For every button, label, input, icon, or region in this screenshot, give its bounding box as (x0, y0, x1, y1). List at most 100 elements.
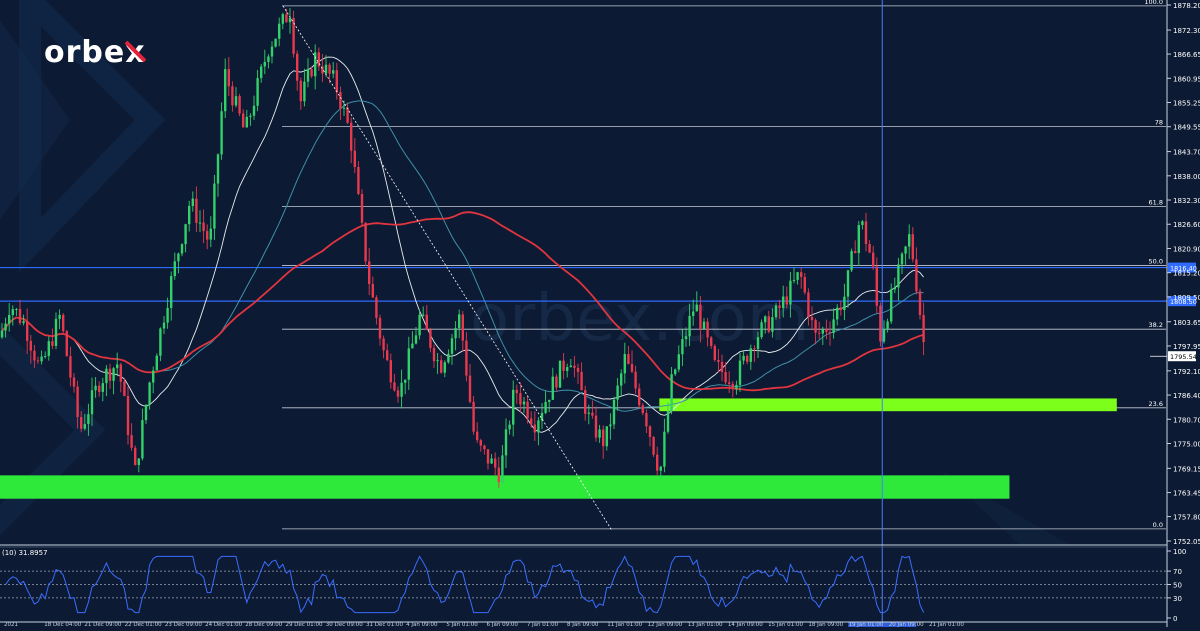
price-tick-label: 1769.15 (1173, 465, 1200, 473)
candle-body (170, 276, 173, 308)
price-tick-label: 1878.20 (1173, 2, 1200, 10)
support-zone-upper (659, 398, 1117, 412)
candle-body (310, 69, 313, 77)
candle-body (512, 389, 515, 425)
time-tick-label: 18 Dec 04:00 (44, 622, 81, 627)
candle-body (504, 429, 508, 456)
candle-body (584, 390, 587, 414)
candle-body (288, 18, 292, 23)
candle-body (281, 14, 284, 24)
candle-body (900, 253, 904, 265)
candle-body (555, 376, 558, 388)
candle-body (440, 360, 443, 373)
candle-body (364, 222, 367, 262)
candle-body (692, 311, 695, 316)
candle-body (602, 429, 605, 447)
time-tick-label: 28 Dec 09:00 (245, 622, 282, 627)
candle-body (558, 360, 562, 388)
candle-body (656, 454, 659, 471)
candle-body (404, 379, 407, 383)
candle-body (915, 259, 918, 292)
candle-body (738, 360, 742, 385)
candle-body (256, 78, 259, 106)
candle-body (598, 429, 601, 438)
price-tick-label: 1838.00 (1173, 173, 1200, 181)
candle-body (569, 365, 572, 368)
candle-body (832, 319, 835, 334)
candle-body (213, 183, 216, 229)
candle-body (908, 234, 911, 247)
candle-body (465, 340, 468, 376)
candle-body (36, 360, 40, 362)
candle-body (15, 308, 18, 310)
candle-body (515, 389, 518, 394)
candle-body (807, 292, 810, 317)
candle-body (26, 321, 29, 341)
candle-body (177, 253, 180, 262)
osc-tick-label: 0 (1173, 615, 1177, 623)
candle-body (234, 96, 238, 106)
price-tick-label: 1757.80 (1173, 514, 1200, 522)
candle-body (393, 382, 396, 391)
candle-body (224, 69, 227, 112)
candle-body (605, 426, 608, 447)
time-axis: 2021 18 Dec 04:00 21 Dec 09:00 22 Dec 01:00… (4, 622, 964, 628)
candle-body (216, 154, 220, 184)
candle-body (861, 221, 864, 226)
candle-body (400, 382, 403, 397)
candle-body (386, 350, 389, 361)
candle-body (33, 350, 36, 361)
candle-body (148, 382, 151, 405)
osc-tick-label: 30 (1173, 595, 1182, 603)
candle-body (854, 251, 857, 254)
candle-body (911, 234, 914, 260)
candle-body (486, 449, 490, 464)
candle-body (317, 52, 320, 67)
candle-body (18, 308, 22, 324)
candle-body (882, 328, 886, 342)
candle-body (270, 46, 274, 57)
candle-body (144, 404, 148, 421)
candle-body (630, 363, 634, 372)
candle-body (191, 198, 194, 206)
price-tick-label: 1843.70 (1173, 149, 1200, 157)
time-tick-label: 15 Jan 01:00 (768, 622, 803, 627)
candle-body (893, 287, 896, 290)
candle-body (800, 272, 803, 277)
candle-body (872, 252, 875, 267)
current-price-tag: 1795.54 (1150, 351, 1197, 362)
candle-body (432, 347, 436, 362)
candle-body (173, 261, 176, 277)
candle-body (483, 445, 486, 450)
candle-body (98, 385, 101, 392)
candle-body (609, 424, 612, 427)
current-price-label: 1795.54 (1170, 353, 1197, 361)
candle-body (303, 81, 306, 102)
price-tick-label: 1786.40 (1173, 392, 1200, 400)
candle-body (699, 304, 702, 330)
candle-body (591, 412, 594, 416)
candle-body (479, 440, 482, 446)
candle-body (677, 354, 680, 370)
candle-body (47, 341, 50, 356)
candle-body (180, 244, 184, 254)
time-tick-label: 8 Jan 09:00 (567, 622, 599, 627)
time-tick-label: 20 Jan 09:00 (889, 622, 924, 627)
candle-body (530, 418, 533, 425)
vertical-marker-tag (848, 622, 917, 627)
candle-body (764, 316, 767, 323)
candle-body (443, 362, 446, 373)
candle-body (425, 314, 428, 330)
candle-body (645, 413, 648, 427)
candle-body (306, 69, 310, 82)
candle-body (335, 70, 338, 92)
time-tick-label: 31 Dec 01:00 (366, 622, 403, 627)
candle-body (548, 399, 551, 402)
candle-body (159, 328, 162, 356)
price-tick-label: 1809.50 (1173, 294, 1200, 302)
oscillator-pane: 100 70 50 30 0 (0, 548, 1186, 623)
time-tick-label: 13 Jan 01:00 (688, 622, 723, 627)
candle-body (227, 69, 230, 87)
candle-body (890, 289, 893, 322)
